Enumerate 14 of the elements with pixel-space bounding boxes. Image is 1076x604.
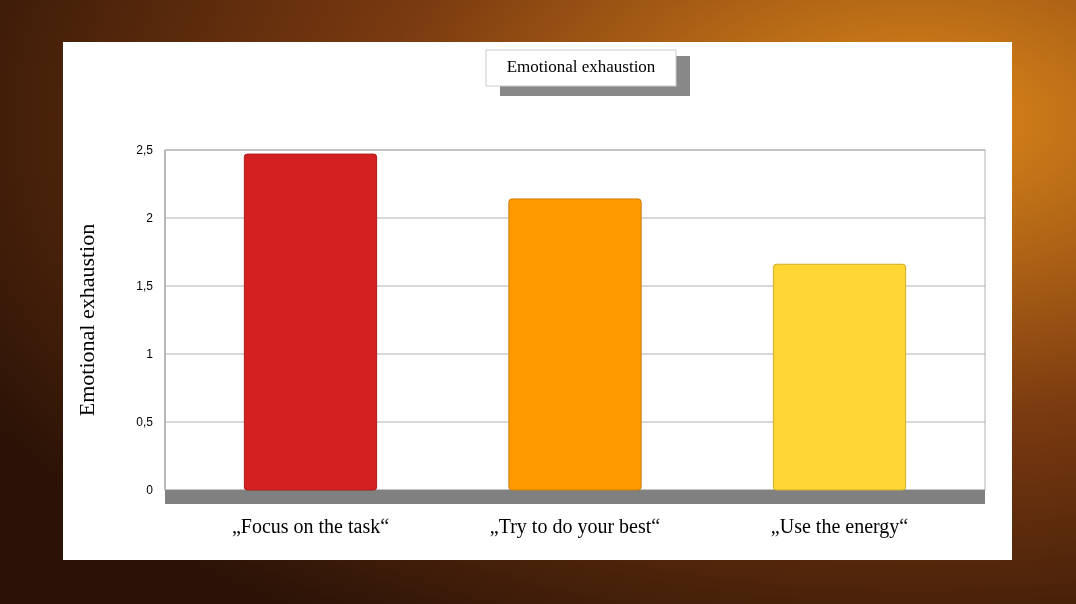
y-tick-label: 0,5 bbox=[136, 415, 154, 430]
bar bbox=[772, 263, 907, 491]
x-tick-label: „Try to do your best“ bbox=[489, 515, 661, 538]
x-tick-label: „Use the energy“ bbox=[770, 515, 909, 538]
bar bbox=[243, 153, 378, 491]
bar bbox=[508, 198, 642, 491]
x-tick-label: „Focus on the task“ bbox=[231, 515, 390, 537]
y-tick-label: 2 bbox=[146, 211, 154, 226]
chart-title: Emotional exhaustion bbox=[506, 57, 656, 76]
y-tick-label: 1 bbox=[146, 347, 154, 362]
y-tick-label: 2,5 bbox=[136, 143, 154, 158]
y-axis-title: Emotional exhaustion bbox=[74, 223, 99, 417]
y-tick-label: 0 bbox=[146, 483, 154, 498]
y-tick-label: 1,5 bbox=[136, 279, 154, 294]
